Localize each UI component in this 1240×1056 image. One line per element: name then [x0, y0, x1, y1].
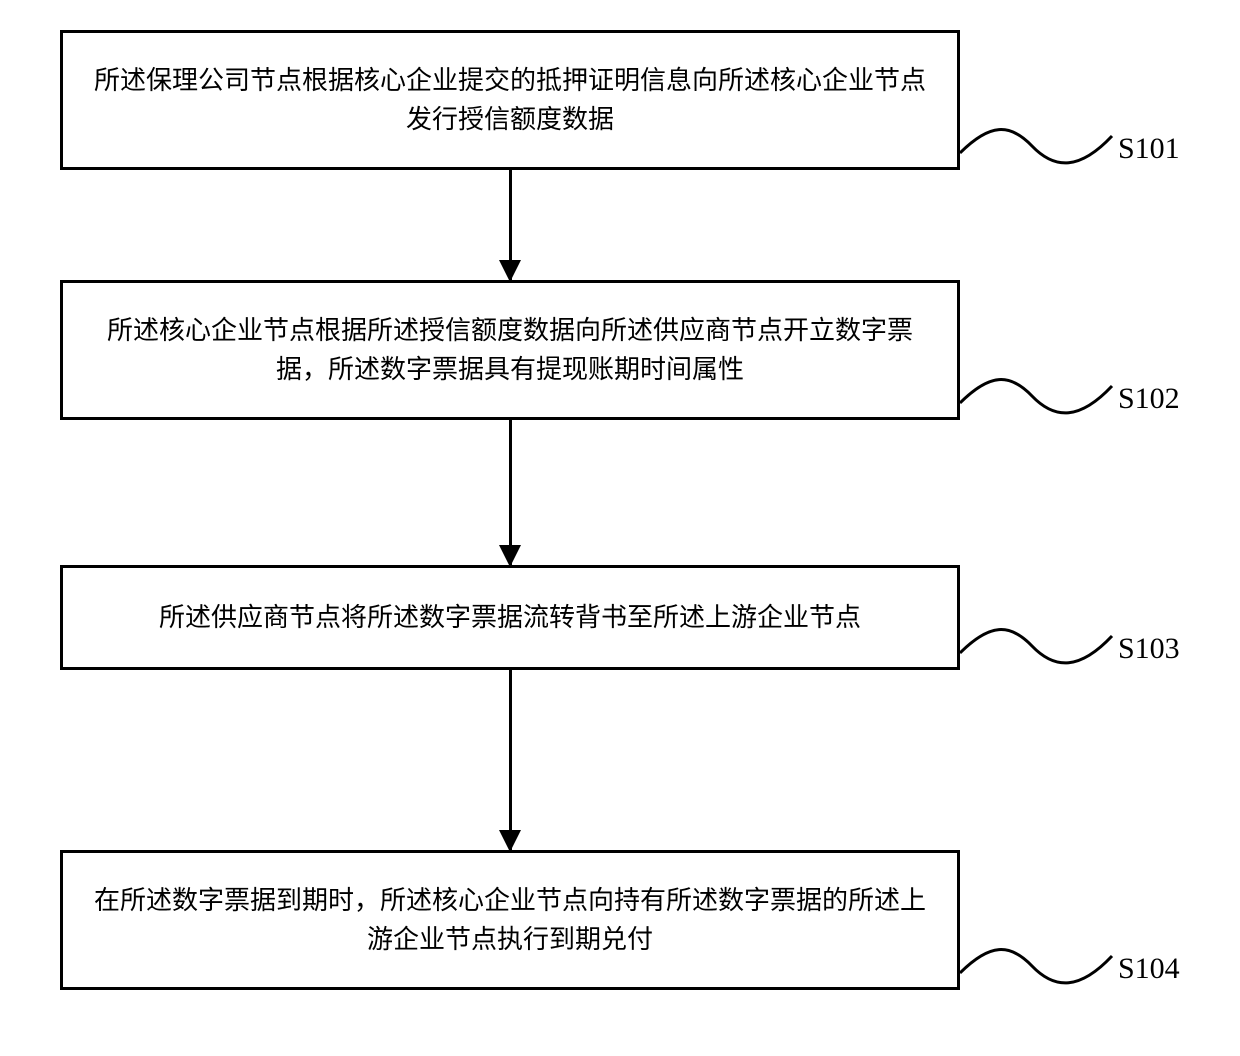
- flow-node-text: 在所述数字票据到期时，所述核心企业节点向持有所述数字票据的所述上游企业节点执行到…: [93, 881, 927, 959]
- connector-arrowhead: [499, 545, 521, 567]
- connector-arrowhead: [499, 830, 521, 852]
- flow-node-text: 所述保理公司节点根据核心企业提交的抵押证明信息向所述核心企业节点发行授信额度数据: [93, 61, 927, 139]
- connector-line: [509, 670, 512, 850]
- flow-connector: [60, 170, 960, 280]
- flow-label-s102: S102: [1118, 382, 1180, 416]
- flow-node-s102: 所述核心企业节点根据所述授信额度数据向所述供应商节点开立数字票据，所述数字票据具…: [60, 280, 960, 420]
- flow-node-text: 所述核心企业节点根据所述授信额度数据向所述供应商节点开立数字票据，所述数字票据具…: [93, 311, 927, 389]
- flow-node-s104: 在所述数字票据到期时，所述核心企业节点向持有所述数字票据的所述上游企业节点执行到…: [60, 850, 960, 990]
- connector-arrowhead: [499, 260, 521, 282]
- squiggle-line: [960, 618, 1115, 670]
- flow-label-s103: S103: [1118, 632, 1180, 666]
- squiggle-line: [960, 938, 1115, 990]
- squiggle-line: [960, 118, 1115, 170]
- flow-node-text: 所述供应商节点将所述数字票据流转背书至所述上游企业节点: [159, 598, 861, 637]
- flow-connector: [60, 420, 960, 565]
- flow-connector: [60, 670, 960, 850]
- flow-label-s101: S101: [1118, 132, 1180, 166]
- flow-node-s103: 所述供应商节点将所述数字票据流转背书至所述上游企业节点: [60, 565, 960, 670]
- connector-line: [509, 420, 512, 565]
- flow-node-s101: 所述保理公司节点根据核心企业提交的抵押证明信息向所述核心企业节点发行授信额度数据: [60, 30, 960, 170]
- squiggle-line: [960, 368, 1115, 420]
- flow-label-s104: S104: [1118, 952, 1180, 986]
